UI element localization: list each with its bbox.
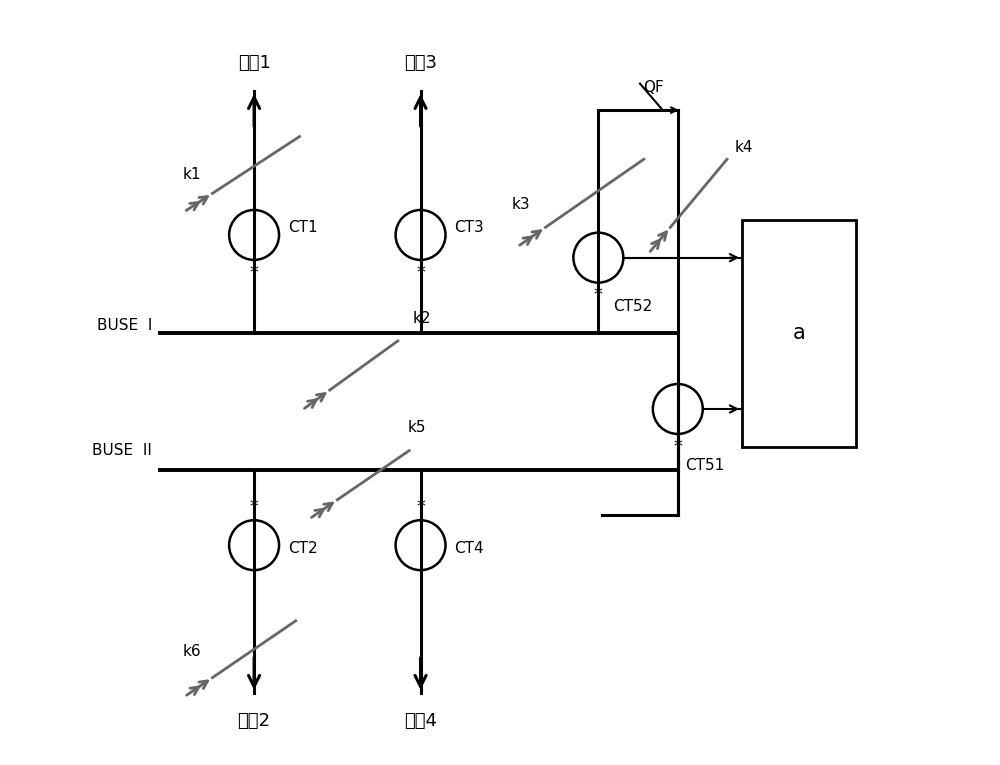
Text: 支路3: 支路3 — [404, 54, 437, 72]
Text: 支路1: 支路1 — [238, 54, 271, 72]
Text: k4: k4 — [735, 141, 753, 155]
Text: *: * — [593, 286, 604, 304]
Text: 支路4: 支路4 — [404, 711, 437, 730]
Text: CT51: CT51 — [685, 458, 725, 474]
Text: CT52: CT52 — [614, 299, 653, 314]
Text: CT1: CT1 — [288, 220, 318, 235]
Text: *: * — [415, 264, 426, 282]
Text: QF: QF — [643, 80, 664, 95]
Text: k5: k5 — [408, 421, 426, 435]
Text: BUSE  I: BUSE I — [97, 318, 152, 334]
Text: k2: k2 — [413, 311, 431, 326]
Text: CT4: CT4 — [455, 542, 484, 556]
Text: *: * — [249, 264, 260, 282]
Text: 支路2: 支路2 — [238, 711, 271, 730]
Text: CT2: CT2 — [288, 542, 318, 556]
Text: *: * — [415, 499, 426, 516]
Text: k1: k1 — [183, 167, 201, 182]
Text: k3: k3 — [512, 197, 530, 212]
Bar — [742, 220, 856, 447]
Text: *: * — [249, 499, 260, 516]
Text: a: a — [793, 324, 805, 343]
Text: *: * — [672, 438, 683, 456]
Text: BUSE  II: BUSE II — [92, 443, 152, 458]
Text: k6: k6 — [182, 643, 201, 659]
Text: CT3: CT3 — [455, 220, 484, 235]
